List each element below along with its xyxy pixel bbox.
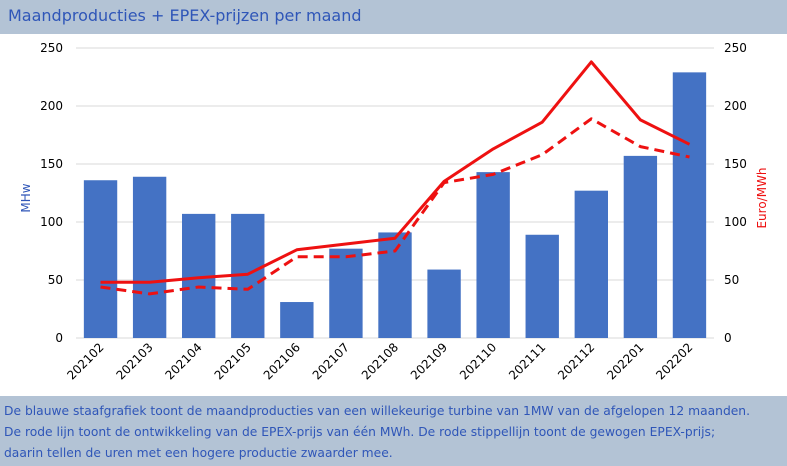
y-left-tick-label: 250 — [40, 41, 63, 55]
line-series — [100, 60, 691, 296]
weighted-price-line — [100, 117, 690, 296]
y-left-tick-label: 150 — [40, 157, 63, 171]
x-tick-label: 202202 — [653, 340, 695, 382]
x-tick-label: 202201 — [604, 340, 646, 382]
y-axis-left-ticks: 0 50 100 150 200 250 — [40, 41, 63, 345]
y-right-tick-label: 50 — [724, 273, 739, 287]
x-tick-label: 202105 — [212, 340, 254, 382]
price-line — [100, 60, 691, 284]
bar — [83, 180, 118, 338]
y-axis-left-label: MHw — [19, 183, 33, 212]
y-right-tick-label: 200 — [724, 99, 747, 113]
y-left-tick-label: 200 — [40, 99, 63, 113]
bar — [476, 172, 510, 338]
x-tick-label: 202111 — [506, 340, 548, 382]
y-right-tick-label: 100 — [724, 215, 747, 229]
y-left-tick-label: 50 — [48, 273, 63, 287]
caption-line-2: De rode lijn toont de ontwikkeling van d… — [4, 425, 716, 439]
x-axis-ticks: 202102 202103 202104 202105 202106 202107 2021… — [64, 340, 695, 382]
y-left-tick-label: 100 — [40, 215, 63, 229]
x-tick-label: 202102 — [64, 340, 106, 382]
chart-caption: De blauwe staafgrafiek toont de maandpro… — [0, 396, 787, 466]
x-tick-label: 202106 — [261, 340, 303, 382]
x-tick-label: 202107 — [310, 340, 352, 382]
bar — [574, 190, 608, 338]
y-right-tick-label: 250 — [724, 41, 747, 55]
x-tick-label: 202108 — [359, 340, 401, 382]
x-tick-label: 202112 — [555, 340, 597, 382]
y-left-tick-label: 0 — [55, 331, 63, 345]
bar-series — [83, 72, 707, 339]
chart-area: 0 50 100 150 200 250 0 50 100 150 200 250 202102 20… — [0, 34, 787, 396]
y-axis-right-label: Euro/MWh — [755, 167, 769, 228]
bar — [427, 269, 461, 338]
bar — [672, 72, 707, 339]
x-tick-label: 202110 — [457, 340, 499, 382]
x-tick-label: 202109 — [408, 340, 450, 382]
bar — [525, 234, 559, 338]
caption-line-3: daarin tellen de uren met een hogere pro… — [4, 446, 393, 460]
bar — [329, 248, 363, 338]
bar — [280, 302, 314, 338]
bar — [623, 155, 658, 338]
x-tick-label: 202104 — [163, 340, 205, 382]
bar — [132, 176, 167, 338]
x-tick-label: 202103 — [113, 340, 155, 382]
bar — [378, 232, 412, 338]
y-right-tick-label: 150 — [724, 157, 747, 171]
caption-line-1: De blauwe staafgrafiek toont de maandpro… — [4, 404, 751, 418]
chart-title: Maandproducties + EPEX-prijzen per maand — [0, 0, 787, 34]
y-axis-right-ticks: 0 50 100 150 200 250 — [724, 41, 747, 345]
y-right-tick-label: 0 — [724, 331, 732, 345]
